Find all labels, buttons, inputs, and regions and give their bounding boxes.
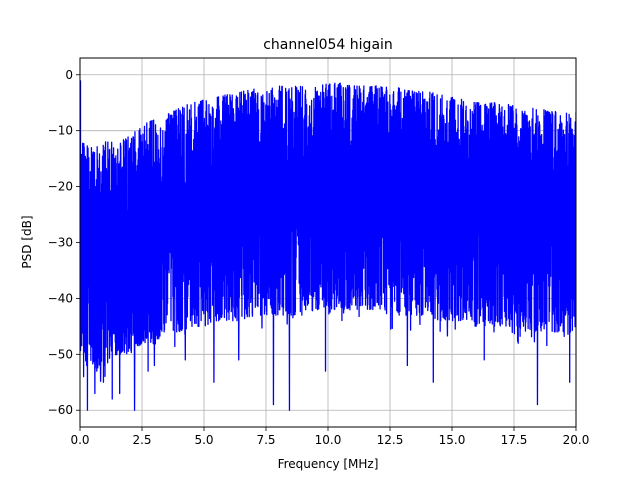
x-axis-label: Frequency [MHz] (278, 457, 379, 471)
y-tick-label: −10 (48, 124, 73, 138)
x-tick-label: 12.5 (377, 433, 404, 447)
chart-title: channel054 higain (263, 37, 393, 53)
y-tick-label: 0 (65, 68, 73, 82)
x-tick-label: 15.0 (439, 433, 466, 447)
x-tick-label: 2.5 (132, 433, 151, 447)
x-tick-label: 17.5 (501, 433, 528, 447)
psd-series-line (80, 82, 576, 411)
y-tick-label: −30 (48, 236, 73, 250)
y-axis-label: PSD [dB] (20, 215, 34, 268)
x-tick-label: 0.0 (70, 433, 89, 447)
y-tick-label: −40 (48, 291, 73, 305)
x-tick-label: 7.5 (256, 433, 275, 447)
x-tick-label: 5.0 (194, 433, 213, 447)
x-tick-label: 10.0 (315, 433, 342, 447)
ticks: 0.0 2.5 5.0 7.5 10.0 12.5 15.0 17.5 20.0 0 −10 −20 −… (48, 68, 590, 447)
x-tick-label: 20.0 (563, 433, 590, 447)
y-tick-label: −20 (48, 180, 73, 194)
y-tick-label: −50 (48, 347, 73, 361)
y-tick-label: −60 (48, 403, 73, 417)
